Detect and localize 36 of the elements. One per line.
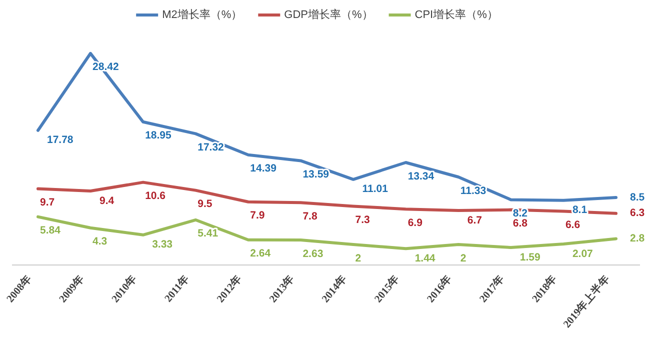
data-label: 5.84 [40,224,61,237]
data-label: 11.33 [460,184,486,197]
data-label: 9.7 [40,196,55,209]
data-label: 6.8 [512,218,528,230]
data-label: 10.6 [145,190,166,202]
data-label: 4.3 [92,236,108,248]
data-label: 6.6 [565,219,580,232]
data-label: 6.9 [408,216,423,229]
data-label: 17.32 [198,142,224,154]
legend-label: GDP增长率（%） [284,8,373,21]
data-label: 7.9 [250,210,265,222]
data-label: 11.01 [362,183,388,196]
legend-label: M2增长率（%） [162,8,242,21]
data-label: 2.64 [250,248,271,260]
data-label: 17.78 [47,134,74,146]
data-label: 5.41 [198,228,218,240]
data-label: 6.7 [467,214,482,226]
data-label: 3.33 [152,238,173,251]
data-label: 6.3 [630,207,645,220]
data-label: 18.95 [145,130,172,142]
data-label: 2 [460,252,466,264]
data-label: 8.5 [630,191,645,204]
data-label: 2.63 [302,248,324,260]
data-label: 9.5 [198,198,212,210]
data-label: 9.4 [100,194,114,207]
data-label: 1.59 [520,251,541,264]
data-label: 1.44 [414,252,436,264]
data-label: 7.8 [302,210,318,222]
data-label: 7.3 [355,214,370,226]
data-label: 13.59 [302,168,330,180]
data-label: 2.8 [630,232,645,245]
legend-label: CPI增长率（%） [414,8,498,21]
data-label: 14.39 [250,162,277,175]
data-label: 2.07 [572,248,594,260]
data-label: 13.34 [408,170,434,182]
data-label: 2 [355,252,362,264]
